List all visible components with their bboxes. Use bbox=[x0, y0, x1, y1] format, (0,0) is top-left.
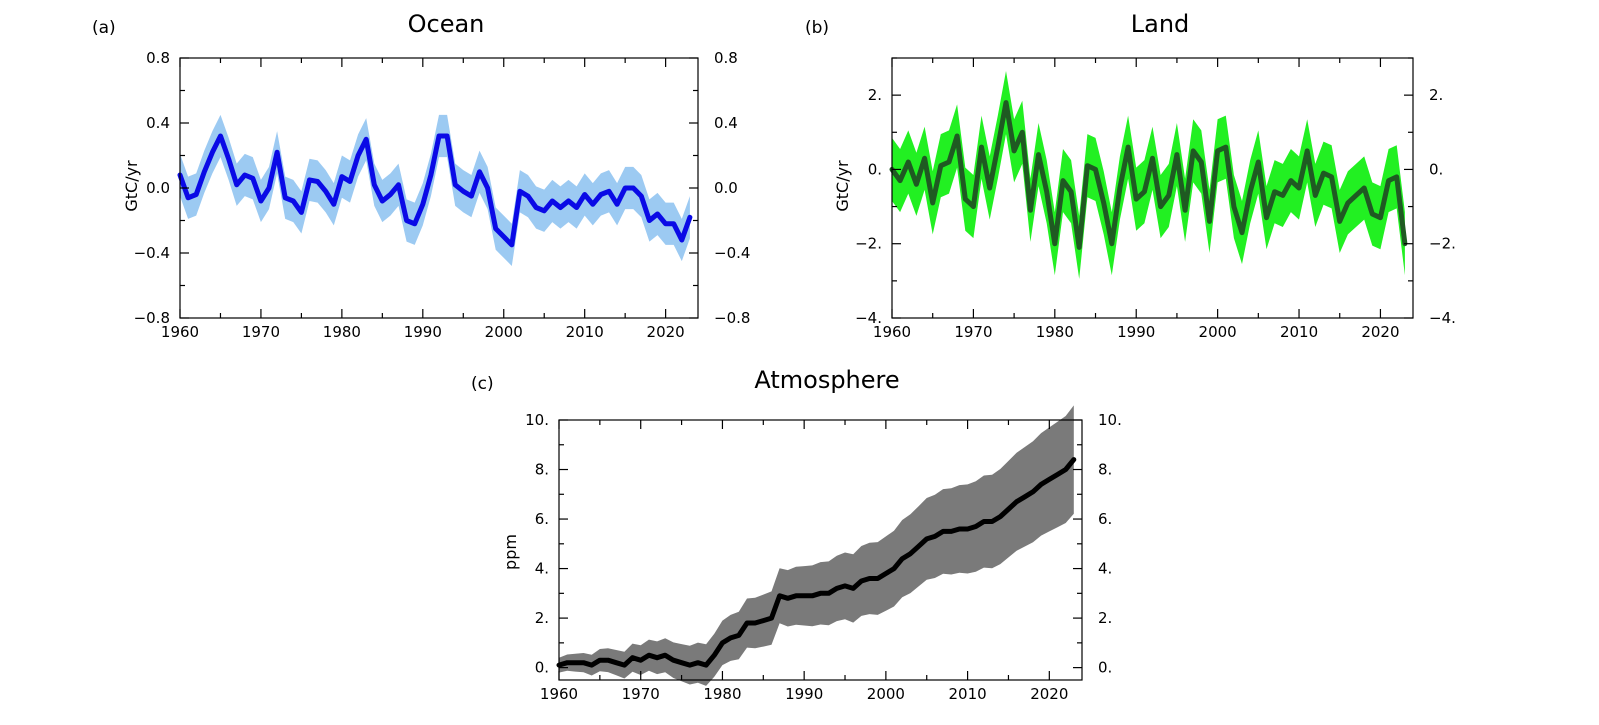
atmosphere-x-tick-label: 2000 bbox=[867, 685, 905, 703]
land-panel: (b) Land GtC/yr 1960 1970 1980 1990 2000 2010… bbox=[805, 10, 1456, 341]
land-y-tick-label-left: −2. bbox=[855, 235, 882, 253]
land-ylabel: GtC/yr bbox=[833, 160, 852, 212]
atmosphere-title: Atmosphere bbox=[754, 366, 899, 394]
atmosphere-x-tick-label: 1970 bbox=[622, 685, 660, 703]
land-panel-tag: (b) bbox=[805, 18, 829, 38]
ocean-x-tick-label: 2010 bbox=[566, 323, 604, 341]
ocean-y-tick-label-left: 0.0 bbox=[146, 179, 170, 197]
ocean-panel: (a) Ocean GtC/yr 1960 1970 1980 1990 2000 201… bbox=[92, 10, 750, 341]
land-x-tick-label: 2000 bbox=[1199, 323, 1237, 341]
ocean-y-tick-label-right: 0.4 bbox=[714, 114, 738, 132]
land-x-tick-label: 2020 bbox=[1361, 323, 1399, 341]
ocean-title: Ocean bbox=[408, 10, 485, 38]
ocean-y-tick-label-right: 0.8 bbox=[714, 49, 738, 67]
atmosphere-x-tick-label: 1980 bbox=[703, 685, 741, 703]
ocean-y-tick-label-right: −0.4 bbox=[714, 244, 750, 262]
atmosphere-y-tick-label-left: 6. bbox=[535, 510, 549, 528]
atmosphere-y-tick-label-right: 10. bbox=[1098, 411, 1122, 429]
atmosphere-x-tick-label: 1990 bbox=[785, 685, 823, 703]
atmosphere-y-tick-label-left: 4. bbox=[535, 560, 549, 578]
ocean-y-tick-label-left: −0.8 bbox=[134, 309, 170, 327]
land-y-tick-label-left: 0. bbox=[868, 160, 882, 178]
atmosphere-plot-frame bbox=[558, 419, 1083, 681]
atmosphere-uncertainty-band bbox=[559, 405, 1074, 686]
atmosphere-panel-tag: (c) bbox=[471, 374, 494, 394]
ocean-x-tick-label: 2000 bbox=[485, 323, 523, 341]
land-y-tick-label-right: 2. bbox=[1429, 86, 1443, 104]
atmosphere-y-tick-label-left: 10. bbox=[525, 411, 549, 429]
atmosphere-y-tick-label-right: 2. bbox=[1098, 609, 1112, 627]
ocean-y-tick-label-left: −0.4 bbox=[134, 244, 170, 262]
land-y-tick-label-left: 2. bbox=[868, 86, 882, 104]
atmosphere-y-tick-label-right: 0. bbox=[1098, 659, 1112, 677]
atmosphere-y-tick-label-right: 8. bbox=[1098, 461, 1112, 479]
ocean-x-tick-label: 1990 bbox=[404, 323, 442, 341]
land-y-tick-label-right: −4. bbox=[1429, 309, 1456, 327]
ocean-x-tick-label: 2020 bbox=[647, 323, 685, 341]
ocean-y-tick-label-right: 0.0 bbox=[714, 179, 738, 197]
ocean-y-tick-label-left: 0.8 bbox=[146, 49, 170, 67]
atmosphere-panel: (c) Atmosphere ppm 1960 1970 1980 1990 2000 2… bbox=[471, 366, 1122, 703]
land-series-line bbox=[889, 100, 1408, 250]
atmosphere-ylabel: ppm bbox=[501, 534, 520, 570]
ocean-panel-tag: (a) bbox=[92, 18, 116, 38]
land-y-tick-label-right: 0. bbox=[1429, 160, 1443, 178]
land-x-tick-label: 1960 bbox=[873, 323, 911, 341]
atmosphere-x-tick-label: 1960 bbox=[540, 685, 578, 703]
land-x-tick-label: 2010 bbox=[1280, 323, 1318, 341]
land-plot-frame bbox=[891, 57, 1414, 319]
atmosphere-series-line bbox=[556, 457, 1077, 668]
ocean-ylabel: GtC/yr bbox=[122, 160, 141, 212]
land-y-tick-label-right: −2. bbox=[1429, 235, 1456, 253]
land-y-tick-label-left: −4. bbox=[855, 309, 882, 327]
ocean-y-tick-label-right: −0.8 bbox=[714, 309, 750, 327]
atmosphere-y-tick-label-left: 0. bbox=[535, 659, 549, 677]
ocean-x-tick-label: 1960 bbox=[161, 323, 199, 341]
land-title: Land bbox=[1131, 10, 1190, 38]
atmosphere-y-tick-label-right: 6. bbox=[1098, 510, 1112, 528]
ocean-series-line bbox=[177, 133, 693, 248]
atmosphere-x-tick-label: 2020 bbox=[1030, 685, 1068, 703]
ocean-y-tick-label-left: 0.4 bbox=[146, 114, 170, 132]
atmosphere-y-tick-label-left: 2. bbox=[535, 609, 549, 627]
ocean-x-tick-label: 1970 bbox=[242, 323, 280, 341]
ocean-x-tick-label: 1980 bbox=[323, 323, 361, 341]
atmosphere-y-tick-label-right: 4. bbox=[1098, 560, 1112, 578]
atmosphere-x-tick-label: 2010 bbox=[949, 685, 987, 703]
atmosphere-y-tick-label-left: 8. bbox=[535, 461, 549, 479]
land-x-tick-label: 1980 bbox=[1036, 323, 1074, 341]
land-x-tick-label: 1990 bbox=[1117, 323, 1155, 341]
land-x-tick-label: 1970 bbox=[954, 323, 992, 341]
